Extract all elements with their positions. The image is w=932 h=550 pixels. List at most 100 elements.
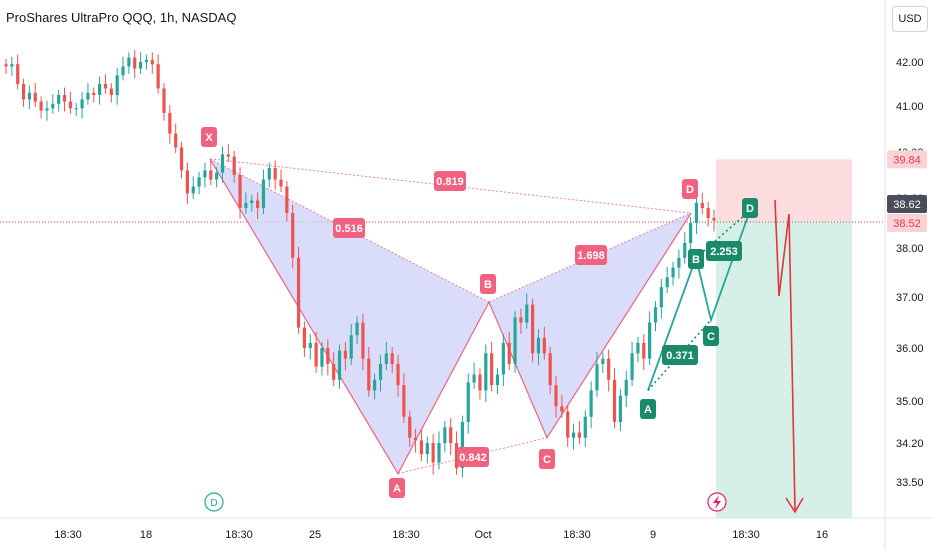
candle[interactable] — [419, 428, 424, 461]
candle[interactable] — [548, 346, 552, 395]
candle[interactable] — [449, 418, 453, 456]
candle[interactable] — [431, 434, 435, 475]
projection-ratio-label[interactable]: 2.253 — [706, 241, 742, 261]
pattern-ratio-label[interactable]: 1.698 — [575, 245, 607, 265]
stop-loss-zone[interactable] — [716, 159, 852, 221]
candle[interactable] — [279, 169, 283, 193]
candle[interactable] — [80, 91, 84, 119]
candle[interactable] — [642, 334, 646, 371]
candle[interactable] — [267, 162, 271, 188]
candle[interactable] — [332, 352, 336, 387]
candle[interactable] — [683, 232, 687, 264]
pattern-point-x[interactable]: X — [201, 127, 217, 147]
candle[interactable] — [589, 381, 593, 429]
candle[interactable] — [466, 373, 470, 434]
candle[interactable] — [57, 89, 61, 112]
candle[interactable] — [349, 324, 353, 365]
candle[interactable] — [127, 52, 131, 74]
candle[interactable] — [121, 56, 125, 81]
projection-point-a[interactable]: A — [640, 399, 656, 419]
earnings-lightning-icon[interactable] — [707, 492, 727, 512]
projection-point-b[interactable]: B — [688, 249, 704, 269]
candle[interactable] — [74, 102, 78, 117]
candle[interactable] — [16, 54, 20, 90]
candle[interactable] — [454, 431, 459, 475]
candle[interactable] — [103, 74, 108, 94]
pattern-ratio-label[interactable]: 0.842 — [457, 447, 489, 467]
candle[interactable] — [133, 50, 137, 79]
pattern-point-a[interactable]: A — [389, 478, 405, 498]
projection-point-d[interactable]: D — [742, 198, 758, 218]
candle[interactable] — [320, 341, 324, 376]
candle[interactable] — [665, 266, 669, 294]
candle[interactable] — [490, 341, 494, 392]
candle[interactable] — [296, 247, 301, 334]
candle[interactable] — [396, 354, 400, 397]
candle[interactable] — [144, 54, 149, 70]
candle[interactable] — [542, 326, 546, 360]
candle[interactable] — [314, 331, 318, 373]
candle[interactable] — [636, 336, 640, 363]
projection-point-c[interactable]: C — [703, 326, 719, 346]
candle[interactable] — [601, 352, 605, 373]
candle[interactable] — [484, 344, 488, 403]
pattern-point-c[interactable]: C — [539, 449, 555, 469]
candle[interactable] — [425, 436, 429, 464]
candle[interactable] — [156, 54, 160, 94]
candle[interactable] — [215, 167, 219, 188]
candle[interactable] — [618, 389, 622, 431]
candle[interactable] — [51, 94, 55, 114]
candle[interactable] — [624, 370, 628, 408]
candle[interactable] — [337, 344, 342, 389]
candle[interactable] — [495, 368, 500, 395]
candle[interactable] — [659, 278, 663, 319]
candle[interactable] — [390, 346, 394, 373]
candle[interactable] — [185, 162, 189, 204]
currency-button[interactable]: USD — [892, 6, 928, 32]
dividend-marker[interactable]: D — [204, 492, 224, 512]
candle[interactable] — [244, 192, 248, 214]
candle[interactable] — [595, 352, 599, 397]
candle[interactable] — [402, 373, 406, 424]
candle[interactable] — [291, 204, 295, 269]
candle[interactable] — [109, 83, 113, 103]
candle[interactable] — [261, 169, 266, 214]
candle[interactable] — [92, 87, 96, 103]
pattern-ratio-label[interactable]: 0.516 — [333, 218, 365, 238]
candle[interactable] — [653, 301, 658, 332]
candle[interactable] — [706, 202, 710, 227]
candle[interactable] — [648, 311, 652, 365]
candle[interactable] — [378, 354, 383, 392]
candle[interactable] — [384, 341, 388, 371]
candle[interactable] — [612, 368, 617, 429]
candle[interactable] — [62, 87, 67, 112]
candle[interactable] — [250, 194, 254, 212]
candle[interactable] — [677, 249, 681, 279]
candle[interactable] — [712, 209, 716, 232]
candle[interactable] — [437, 431, 441, 470]
candle[interactable] — [478, 368, 482, 400]
candle[interactable] — [209, 160, 213, 186]
take-profit-zone[interactable] — [716, 220, 852, 519]
candle[interactable] — [671, 261, 675, 286]
candle[interactable] — [45, 100, 49, 121]
pattern-ratio-label[interactable]: 0.819 — [434, 171, 466, 191]
expected-move-arrow[interactable] — [774, 199, 796, 511]
candle[interactable] — [285, 180, 289, 222]
candle[interactable] — [197, 171, 201, 195]
candle[interactable] — [501, 334, 505, 387]
candle[interactable] — [355, 316, 359, 344]
candle[interactable] — [168, 105, 172, 144]
candle[interactable] — [554, 376, 558, 418]
candle[interactable] — [226, 144, 230, 163]
candle[interactable] — [519, 308, 523, 334]
candle[interactable] — [138, 52, 143, 74]
candle[interactable] — [203, 162, 207, 188]
candle[interactable] — [232, 151, 236, 183]
candle[interactable] — [413, 428, 418, 453]
candle[interactable] — [560, 394, 564, 418]
candle[interactable] — [191, 176, 195, 199]
candle[interactable] — [373, 373, 377, 400]
candle[interactable] — [68, 91, 72, 114]
